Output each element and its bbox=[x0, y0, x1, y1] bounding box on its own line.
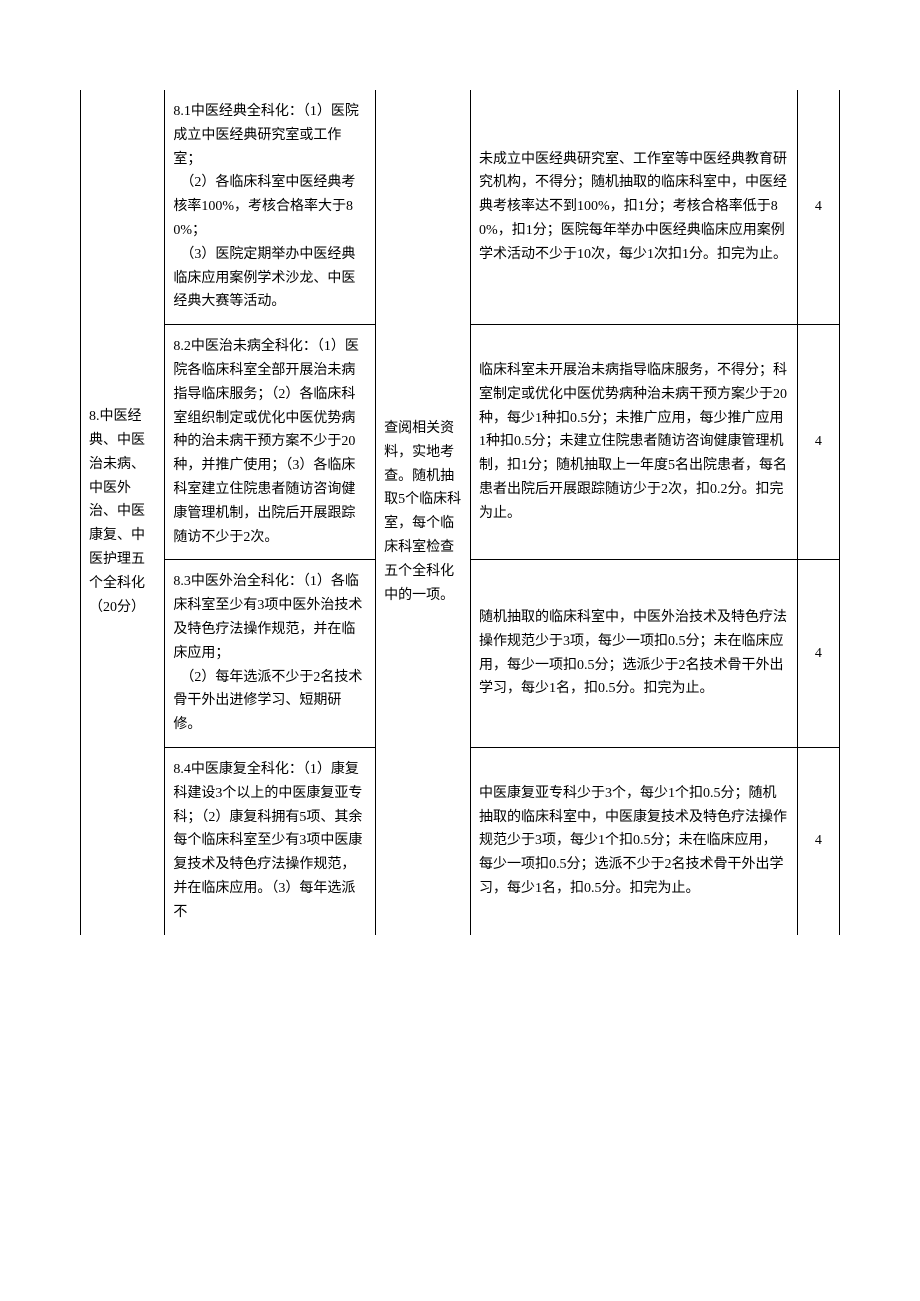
deduct-text: 随机抽取的临床科室中，中医外治技术及特色疗法操作规范少于3项，每少一项扣0.5分… bbox=[479, 610, 787, 696]
deduct-cell: 随机抽取的临床科室中，中医外治技术及特色疗法操作规范少于3项，每少一项扣0.5分… bbox=[471, 560, 798, 748]
criteria-text: 8.3中医外治全科化：（1）各临床科室至少有3项中医外治技术及特色疗法操作规范，… bbox=[173, 574, 362, 732]
category-cell: 8.中医经典、中医治未病、中医外治、中医康复、中医护理五个全科化（20分） bbox=[81, 90, 165, 935]
score-text: 4 bbox=[815, 646, 822, 661]
evaluation-table: 8.中医经典、中医治未病、中医外治、中医康复、中医护理五个全科化（20分） 8.… bbox=[80, 90, 840, 935]
score-cell: 4 bbox=[797, 90, 839, 325]
table-row: 8.中医经典、中医治未病、中医外治、中医康复、中医护理五个全科化（20分） 8.… bbox=[81, 90, 840, 325]
score-text: 4 bbox=[815, 833, 822, 848]
criteria-cell: 8.4中医康复全科化：（1）康复科建设3个以上的中医康复亚专科；（2）康复科拥有… bbox=[165, 747, 376, 934]
criteria-text: 8.1中医经典全科化：（1）医院成立中医经典研究室或工作室； （2）各临床科室中… bbox=[173, 104, 359, 309]
score-cell: 4 bbox=[797, 747, 839, 934]
criteria-cell: 8.3中医外治全科化：（1）各临床科室至少有3项中医外治技术及特色疗法操作规范，… bbox=[165, 560, 376, 748]
method-cell: 查阅相关资料，实地考查。随机抽取5个临床科室，每个临床科室检查五个全科化中的一项… bbox=[376, 90, 471, 935]
deduct-text: 中医康复亚专科少于3个，每少1个扣0.5分；随机抽取的临床科室中，中医康复技术及… bbox=[479, 786, 787, 896]
score-text: 4 bbox=[815, 199, 822, 214]
deduct-text: 临床科室未开展治未病指导临床服务，不得分；科室制定或优化中医优势病种治未病干预方… bbox=[479, 363, 787, 521]
criteria-cell: 8.1中医经典全科化：（1）医院成立中医经典研究室或工作室； （2）各临床科室中… bbox=[165, 90, 376, 325]
criteria-text: 8.4中医康复全科化：（1）康复科建设3个以上的中医康复亚专科；（2）康复科拥有… bbox=[173, 762, 362, 920]
score-cell: 4 bbox=[797, 560, 839, 748]
deduct-text: 未成立中医经典研究室、工作室等中医经典教育研究机构，不得分；随机抽取的临床科室中… bbox=[479, 152, 787, 262]
criteria-text: 8.2中医治未病全科化：（1）医院各临床科室全部开展治未病指导临床服务；（2）各… bbox=[173, 339, 359, 544]
category-label: 8.中医经典、中医治未病、中医外治、中医康复、中医护理五个全科化（20分） bbox=[89, 409, 145, 614]
deduct-cell: 未成立中医经典研究室、工作室等中医经典教育研究机构，不得分；随机抽取的临床科室中… bbox=[471, 90, 798, 325]
deduct-cell: 临床科室未开展治未病指导临床服务，不得分；科室制定或优化中医优势病种治未病干预方… bbox=[471, 325, 798, 560]
score-text: 4 bbox=[815, 434, 822, 449]
document-page: 8.中医经典、中医治未病、中医外治、中医康复、中医护理五个全科化（20分） 8.… bbox=[0, 0, 920, 975]
score-cell: 4 bbox=[797, 325, 839, 560]
method-text: 查阅相关资料，实地考查。随机抽取5个临床科室，每个临床科室检查五个全科化中的一项… bbox=[384, 421, 461, 603]
criteria-cell: 8.2中医治未病全科化：（1）医院各临床科室全部开展治未病指导临床服务；（2）各… bbox=[165, 325, 376, 560]
deduct-cell: 中医康复亚专科少于3个，每少1个扣0.5分；随机抽取的临床科室中，中医康复技术及… bbox=[471, 747, 798, 934]
